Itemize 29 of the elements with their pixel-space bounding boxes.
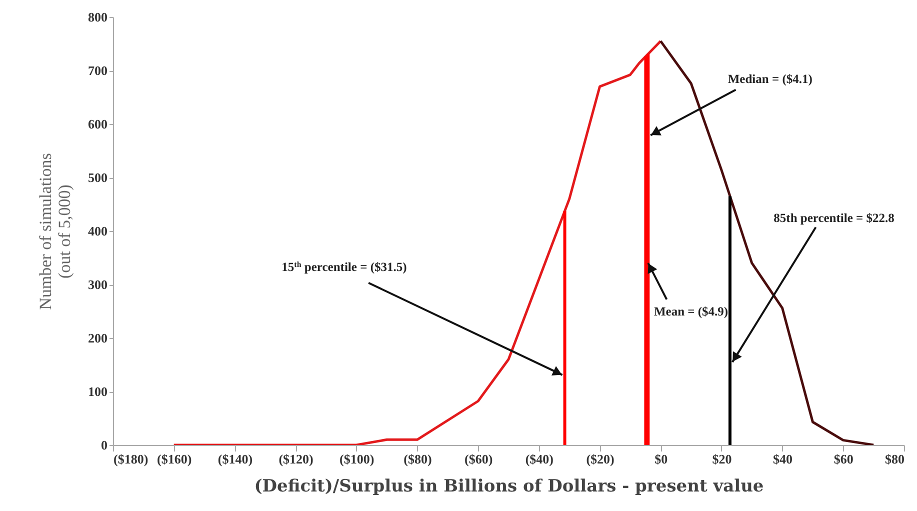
x-tick-label: ($180) — [114, 452, 148, 466]
y-tick-label: 400 — [88, 224, 108, 238]
y-tick-label: 100 — [88, 384, 108, 399]
x-tick-label: ($40) — [525, 452, 554, 466]
x-tick-label: ($100) — [340, 452, 374, 466]
ref-line-label: Mean = ($4.9) — [654, 304, 728, 318]
y-tick-label: 300 — [88, 277, 108, 292]
x-tick-label: $60 — [834, 452, 854, 466]
ref-line-label: 85th percentile = $22.8 — [774, 211, 894, 226]
y-tick-label: 800 — [88, 10, 108, 24]
x-tick-label: ($80) — [404, 452, 432, 466]
x-tick-label: ($60) — [464, 452, 493, 466]
ref-line-label: Median = ($4.1) — [728, 72, 812, 86]
y-tick-label: 600 — [88, 116, 108, 132]
y-axis-title: Number of simulations (out of 5,000) — [36, 153, 74, 310]
y-tick-label: 0 — [101, 438, 108, 452]
y-tick-label: 700 — [88, 63, 108, 78]
ref-line-label: 15$^{th}$ percentile = ($31.5) — [282, 259, 407, 274]
x-tick-label: $20 — [712, 452, 732, 466]
x-tick-label: ($140) — [218, 452, 253, 466]
x-tick-label: $80 — [885, 452, 904, 466]
x-tick-label: $40 — [773, 452, 793, 466]
x-tick-label: ($20) — [586, 452, 614, 466]
x-tick-label: $0 — [654, 452, 668, 466]
y-tick-label: 200 — [88, 330, 108, 346]
x-tick-label: ($120) — [278, 452, 314, 466]
x-axis-title: (Deficit)/Surplus in Billions of Dollars - present value — [254, 476, 764, 496]
x-tick-label: ($160) — [157, 452, 192, 466]
y-tick-label: 500 — [88, 170, 108, 185]
